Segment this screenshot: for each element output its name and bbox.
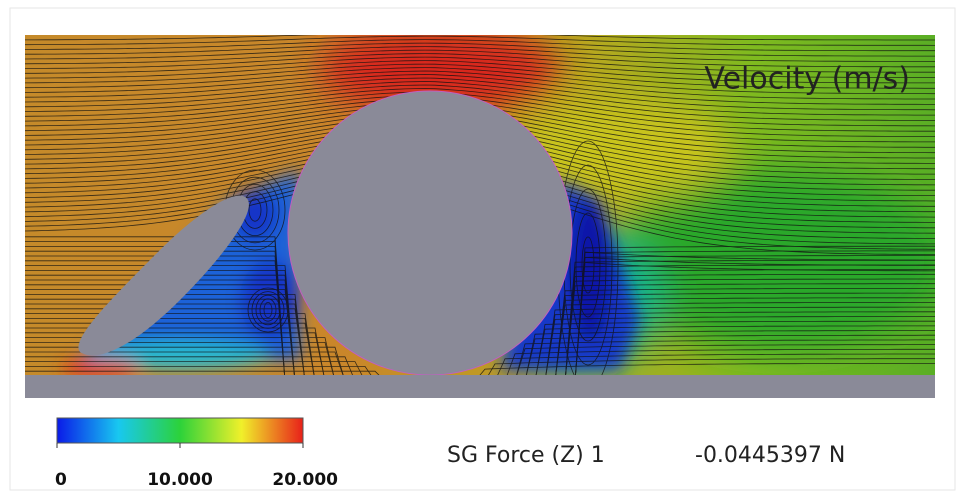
field-label: Velocity (m/s) (704, 62, 910, 97)
ground (25, 375, 935, 398)
report-value: -0.0445397 N (695, 443, 845, 468)
cylinder (288, 91, 572, 375)
screenshot: Velocity (m/s) 0 10.000 20.000 SG Force (Z… (0, 0, 965, 498)
flow-field: Velocity (m/s) (25, 25, 950, 389)
viewport: Velocity (m/s) 0 10.000 20.000 SG Force (Z… (0, 0, 965, 498)
colorbar-tick-label: 20.000 (272, 470, 338, 490)
colorbar-tick-label: 10.000 (147, 470, 213, 490)
colorbar (57, 418, 303, 443)
colorbar-tick-label: 0 (55, 470, 67, 490)
report-name: SG Force (Z) 1 (447, 443, 605, 468)
